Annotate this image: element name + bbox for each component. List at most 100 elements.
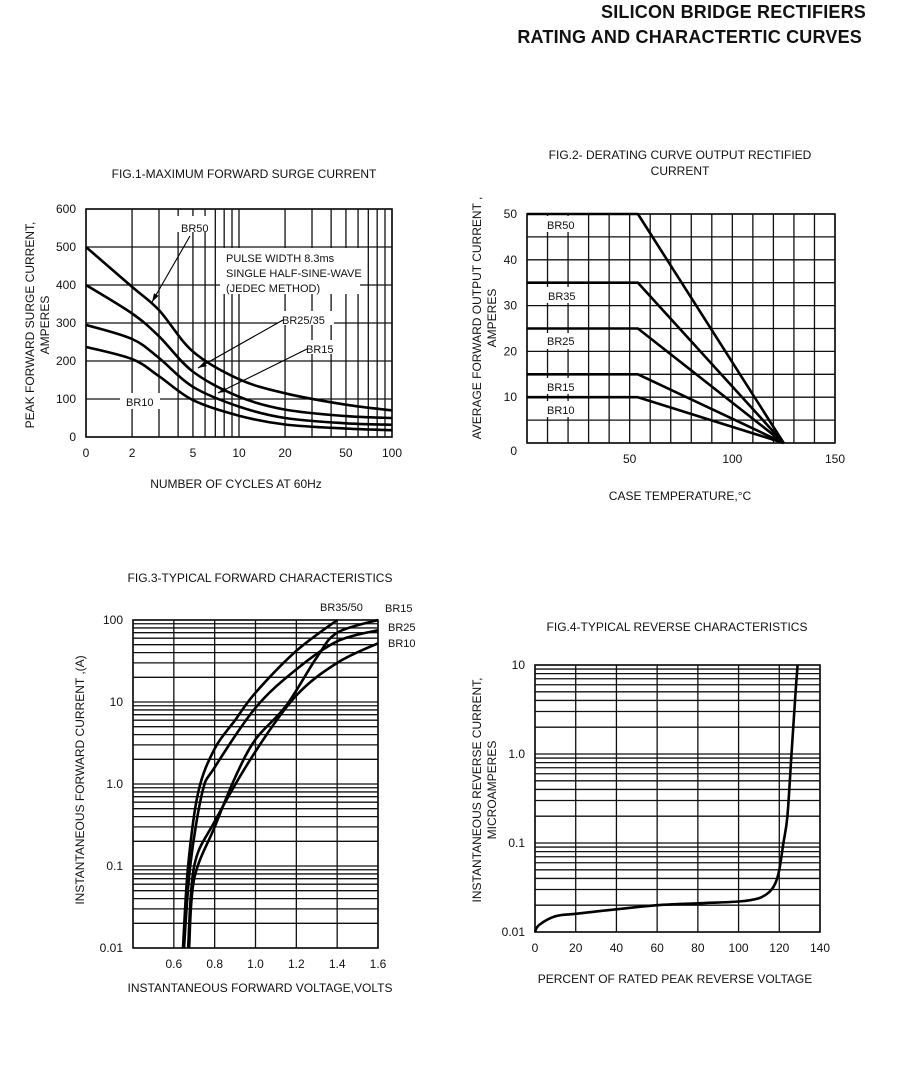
series-line-br25 (527, 327, 785, 445)
x-tick-label: 50 (623, 452, 637, 466)
fig3-grid (132, 619, 379, 949)
fig2-xlabel: CASE TEMPERATURE,°C (609, 489, 752, 503)
x-tick-label: 1.0 (247, 957, 264, 971)
x-tick-label: 120 (769, 941, 789, 955)
x-tick-label: 20 (278, 446, 292, 460)
y-tick-label: 0.01 (502, 925, 526, 939)
series-line-br10 (85, 345, 393, 432)
annotation-text: PULSE WIDTH 8.3ms (226, 253, 335, 265)
label-background (176, 216, 212, 232)
series-label: BR15 (385, 603, 413, 615)
series-line-br25 (182, 628, 379, 949)
x-tick-label: 10 (232, 446, 246, 460)
fig2-chart: FIG.2- DERATING CURVE OUTPUT RECTIFIED C… (470, 148, 845, 503)
y-tick-label: 50 (504, 207, 518, 221)
x-tick-label: 100 (729, 941, 749, 955)
y-tick-label: 10 (110, 695, 124, 709)
fig3-ylabel: INSTANTANEOUS FORWARD CURRENT ,(A) (73, 655, 87, 904)
fig4-xlabel: PERCENT OF RATED PEAK REVERSE VOLTAGE (538, 972, 813, 986)
fig1-xlabel: NUMBER OF CYCLES AT 60Hz (150, 477, 322, 491)
x-tick-label: 5 (190, 446, 197, 460)
y-tick-label: 500 (56, 240, 76, 254)
label-background (542, 287, 578, 303)
series-line-br35-50 (181, 618, 338, 949)
series-label: BR10 (388, 638, 416, 650)
series-label: BR35/50 (320, 602, 363, 614)
fig3-chart: FIG.3-TYPICAL FORWARD CHARACTERISTICS IN… (73, 571, 416, 995)
annotation-text: SINGLE HALF-SINE-WAVE (226, 268, 362, 280)
x-tick-label: 0.6 (165, 957, 182, 971)
series-line-br25-35 (85, 283, 393, 420)
series-line-br10 (527, 395, 785, 445)
series-label: BR50 (547, 220, 575, 232)
fig4-grid (534, 664, 821, 933)
y-tick-label: 100 (56, 392, 76, 406)
header-title-line2: RATING AND CHARACTERTIC CURVES (517, 27, 862, 47)
x-tick-label: 1.4 (329, 957, 346, 971)
y-tick-label: 1.0 (508, 747, 525, 761)
arrowhead-icon (198, 361, 207, 368)
x-tick-label: 100 (382, 446, 402, 460)
x-tick-label: 50 (339, 446, 353, 460)
x-tick-label: 60 (650, 941, 664, 955)
arrow-line (217, 348, 308, 394)
label-background (542, 216, 578, 232)
plot-frame (132, 619, 379, 949)
series-label: BR10 (547, 405, 575, 417)
y-tick-label: 0.1 (106, 859, 123, 873)
x-tick-label: 40 (610, 941, 624, 955)
series-line-br10 (186, 642, 379, 949)
fig1-ylabel-unit: AMPERES (38, 296, 52, 355)
fig4-ylabel: INSTANTANEOUS REVERSE CURRENT, (470, 678, 484, 903)
y-tick-label: 0.1 (508, 836, 525, 850)
series-label: BR25 (547, 336, 575, 348)
y-tick-label: 30 (504, 299, 518, 313)
label-background (542, 378, 578, 394)
arrow-line (151, 235, 191, 303)
plot-frame (534, 664, 821, 933)
series-label: BR35 (548, 291, 576, 303)
annotation-text: (JEDEC METHOD) (226, 283, 320, 295)
arrowhead-icon (152, 293, 159, 302)
x-tick-label: 2 (129, 446, 136, 460)
y-tick-label: 600 (56, 202, 76, 216)
x-tick-label: 100 (722, 452, 742, 466)
fig4-ylabel-unit: MICROAMPERES (485, 741, 499, 840)
header-title-line1: SILICON BRIDGE RECTIFIERS (600, 2, 866, 22)
label-background (278, 311, 334, 325)
x-tick-label: 150 (825, 452, 845, 466)
fig3-title: FIG.3-TYPICAL FORWARD CHARACTERISTICS (128, 571, 393, 585)
series-label: BR50 (181, 223, 209, 235)
series-line-br50 (527, 212, 785, 444)
x-tick-label: 0 (83, 446, 90, 460)
series-label: BR25/35 (282, 315, 325, 327)
label-background (542, 401, 578, 417)
x-tick-label: 80 (691, 941, 705, 955)
fig1-chart: FIG.1-MAXIMUM FORWARD SURGE CURRENT NUMB… (23, 167, 402, 491)
label-background (220, 248, 360, 294)
fig4-chart: FIG.4-TYPICAL REVERSE CHARACTERISTICS PE… (470, 620, 830, 986)
label-background (542, 333, 578, 349)
y-tick-label: 0.01 (100, 941, 124, 955)
arrowhead-icon (218, 386, 227, 393)
fig2-title-line2: CURRENT (651, 164, 710, 178)
fig2-ylabel: AVERAGE FORWARD OUTPUT CURRENT , (470, 197, 484, 440)
series-label: BR10 (126, 397, 154, 409)
label-background (302, 340, 338, 354)
y-tick-label: 100 (103, 613, 123, 627)
y-tick-label: 10 (512, 658, 526, 672)
y-tick-label: 40 (504, 253, 518, 267)
y-tick-label: 0 (69, 430, 76, 444)
series-label: BR25 (388, 622, 416, 634)
series-line-br15 (527, 373, 785, 445)
y-tick-label: 20 (504, 344, 518, 358)
y-tick-label: 0 (510, 444, 517, 458)
plot-frame (85, 208, 393, 438)
x-tick-label: 20 (569, 941, 583, 955)
fig2-title: FIG.2- DERATING CURVE OUTPUT RECTIFIED (549, 148, 812, 162)
y-tick-label: 400 (56, 278, 76, 292)
x-tick-label: 0 (532, 941, 539, 955)
label-background (120, 393, 160, 409)
fig1-ylabel: PEAK FORWARD SURGE CURRENT, (23, 222, 37, 429)
